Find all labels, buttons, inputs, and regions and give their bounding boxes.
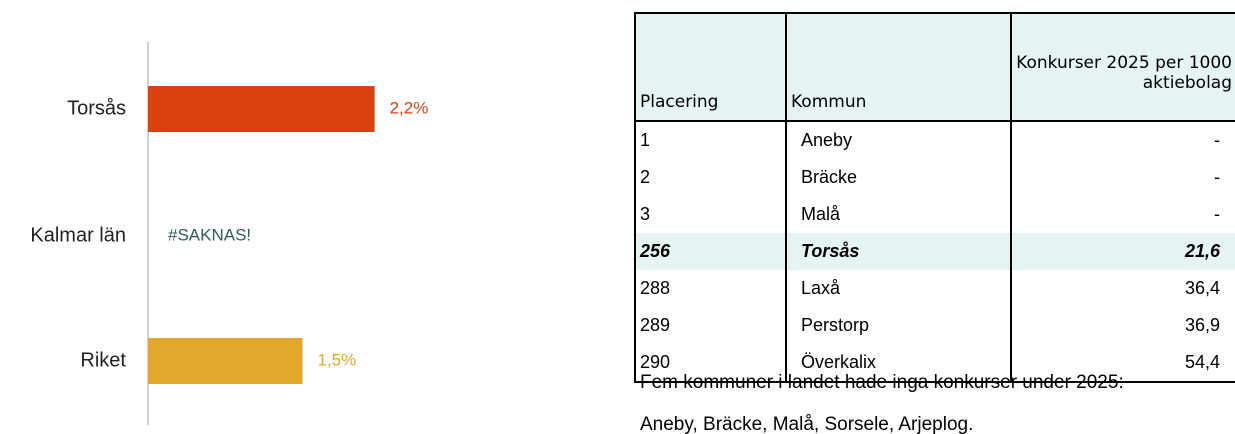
table-row: 290 Överkalix 54,4 (634, 344, 1235, 383)
cell: 2 (634, 159, 787, 196)
table-row: 2 Bräcke - (634, 159, 1235, 196)
value-label: #SAKNAS! (168, 225, 251, 244)
cell: Överkalix (785, 344, 1012, 383)
table-row: 288 Laxå 36,4 (634, 270, 1235, 307)
cell: 36,9 (1010, 307, 1235, 344)
chart: Torsås 2,2% Kalmar län #SAKNAS! Riket 1,5% (30, 42, 429, 425)
value-label: 1,5% (318, 350, 357, 369)
cell: Torsås (785, 233, 1012, 270)
bar (148, 86, 375, 132)
category-label: Torsås (67, 97, 126, 119)
cell: Aneby (785, 121, 1012, 159)
value-label: 2,2% (390, 98, 429, 117)
bar (148, 338, 303, 384)
cell: 3 (634, 196, 787, 233)
category-label: Riket (80, 349, 126, 371)
header-cell: Kommun (785, 12, 1012, 122)
header-cell: Konkurser 2025 per 1000 aktiebolag (1010, 12, 1235, 122)
cell: - (1010, 121, 1235, 159)
cell: 36,4 (1010, 270, 1235, 307)
cell: 54,4 (1010, 344, 1235, 383)
header-cell: Placering (634, 12, 787, 122)
table-row: 289 Perstorp 36,9 (634, 307, 1235, 344)
cell: - (1010, 159, 1235, 196)
cell: 21,6 (1010, 233, 1235, 270)
table-row: 256 Torsås 21,6 (634, 233, 1235, 270)
cell: Malå (785, 196, 1012, 233)
cell: 290 (634, 344, 787, 383)
cell: 288 (634, 270, 787, 307)
cell: 256 (634, 233, 787, 270)
cell: - (1010, 196, 1235, 233)
note: Fem kommuner i landet hade inga konkurse… (640, 372, 1124, 393)
table-row: 3 Malå - (634, 196, 1235, 233)
cell: Perstorp (785, 307, 1012, 344)
table: Placering Kommun Konkurser 2025 per 1000 a… (634, 12, 1235, 383)
note: Aneby, Bräcke, Malå, Sorsele, Arjeplog. (640, 414, 974, 434)
cell: 1 (634, 121, 787, 159)
table-header: Placering Kommun Konkurser 2025 per 1000 a… (634, 12, 1235, 122)
category-label: Kalmar län (30, 224, 126, 246)
table-row: 1 Aneby - (634, 121, 1235, 159)
cell: 289 (634, 307, 787, 344)
cell: Bräcke (785, 159, 1012, 196)
cell: Laxå (785, 270, 1012, 307)
